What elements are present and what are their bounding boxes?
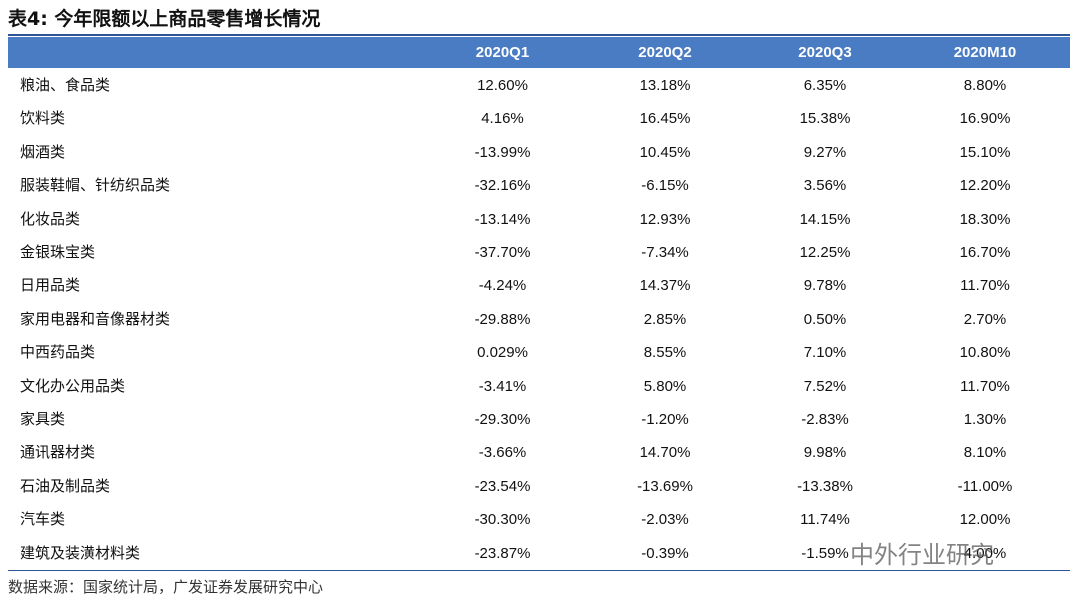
cell-value: 16.45%	[639, 110, 691, 128]
cell-value: 12.93%	[639, 210, 691, 228]
cell-value: 2.85%	[643, 310, 687, 328]
cell-value: 13.18%	[639, 77, 691, 94]
cell-value: 12.00%	[959, 511, 1011, 529]
cell-value: 12.20%	[959, 177, 1011, 195]
cell-value: -4.24%	[478, 277, 527, 295]
row-label: 饮料类	[20, 109, 66, 128]
cell-value: -2.83%	[801, 411, 849, 428]
cell-value: -13.14%	[474, 210, 531, 228]
column-header: 2020Q3	[798, 44, 852, 61]
cell-value: 8.55%	[643, 344, 687, 362]
cell-value: 9.27%	[803, 143, 847, 161]
cell-value: -29.30%	[474, 411, 531, 428]
cell-value: 9.98%	[803, 444, 847, 462]
row-label: 汽车类	[20, 510, 66, 529]
cell-value: 16.90%	[959, 110, 1011, 128]
row-label: 家具类	[20, 410, 66, 428]
cell-value: -23.87%	[474, 544, 531, 562]
cell-value: 8.80%	[963, 77, 1007, 94]
cell-value: 6.35%	[803, 77, 847, 94]
cell-value: 16.70%	[959, 244, 1011, 261]
cell-value: 18.30%	[959, 210, 1011, 228]
cell-value: 14.15%	[799, 210, 851, 228]
cell-value: -0.39%	[641, 544, 689, 562]
cell-value: -11.00%	[957, 477, 1013, 495]
cell-value: -30.30%	[474, 511, 531, 529]
cell-value: 4.16%	[481, 110, 524, 128]
cell-value: -32.16%	[474, 177, 531, 195]
row-label: 烟酒类	[20, 142, 66, 161]
cell-value: 5.80%	[643, 377, 687, 395]
cell-value: 2.70%	[963, 310, 1007, 328]
cell-value: 12.60%	[477, 77, 528, 94]
cell-value: 4.00%	[963, 544, 1007, 562]
cell-value: -13.99%	[474, 143, 531, 161]
row-label: 金银珠宝类	[20, 243, 96, 261]
cell-value: 3.56%	[803, 177, 847, 195]
cell-value: 11.70%	[960, 377, 1010, 395]
cell-value: -13.69%	[637, 477, 693, 495]
cell-value: -13.38%	[797, 477, 853, 495]
cell-value: 10.45%	[639, 143, 691, 161]
bottom-rule	[8, 570, 1070, 571]
cell-value: 14.70%	[639, 444, 691, 462]
cell-value: 15.38%	[799, 110, 851, 128]
cell-value: 7.52%	[803, 377, 847, 395]
cell-value: 14.37%	[639, 277, 691, 295]
row-label: 服装鞋帽、针纺织品类	[20, 176, 171, 195]
cell-value: -3.41%	[478, 377, 527, 395]
column-header: 2020Q2	[638, 44, 692, 61]
cell-value: 1.30%	[963, 411, 1007, 428]
cell-value: 7.10%	[803, 344, 847, 362]
cell-value: 11.70%	[960, 277, 1010, 295]
row-label: 化妆品类	[20, 209, 81, 228]
cell-value: 11.74%	[800, 511, 850, 529]
row-label: 家用电器和音像器材类	[20, 309, 171, 328]
cell-value: -29.88%	[474, 310, 531, 328]
cell-value: 15.10%	[959, 143, 1011, 161]
row-label: 中西药品类	[20, 343, 96, 362]
top-rule	[8, 34, 1070, 36]
cell-value: -2.03%	[641, 511, 689, 529]
cell-value: -7.34%	[641, 244, 689, 261]
table-title: 表4: 今年限额以上商品零售增长情况	[8, 8, 321, 30]
cell-value: -37.70%	[474, 244, 531, 261]
row-label: 石油及制品类	[20, 476, 111, 495]
cell-value: 0.029%	[477, 344, 528, 362]
row-label: 建筑及装潢材料类	[20, 543, 141, 562]
row-label: 日用品类	[20, 276, 81, 295]
cell-value: -23.54%	[474, 477, 531, 495]
cell-value: -3.66%	[478, 444, 527, 462]
cell-value: -1.20%	[641, 411, 689, 428]
cell-value: -1.59%	[801, 544, 849, 562]
cell-value: -6.15%	[641, 177, 689, 195]
column-header: 2020M10	[953, 44, 1017, 61]
row-label: 粮油、食品类	[20, 76, 111, 94]
row-label: 通讯器材类	[20, 443, 96, 462]
cell-value: 9.78%	[803, 277, 847, 295]
cell-value: 0.50%	[803, 310, 847, 328]
source-note: 数据来源：国家统计局，广发证券发展研究中心	[8, 578, 324, 596]
column-header: 2020Q1	[475, 44, 530, 61]
cell-value: 12.25%	[799, 244, 851, 261]
cell-value: 10.80%	[959, 344, 1011, 362]
row-label: 文化办公用品类	[20, 376, 126, 395]
header-row: 2020Q1 2020Q2 2020Q3 2020M10	[8, 37, 1070, 68]
cell-value: 8.10%	[963, 444, 1007, 462]
watermark: 中外行业研究	[850, 541, 994, 569]
